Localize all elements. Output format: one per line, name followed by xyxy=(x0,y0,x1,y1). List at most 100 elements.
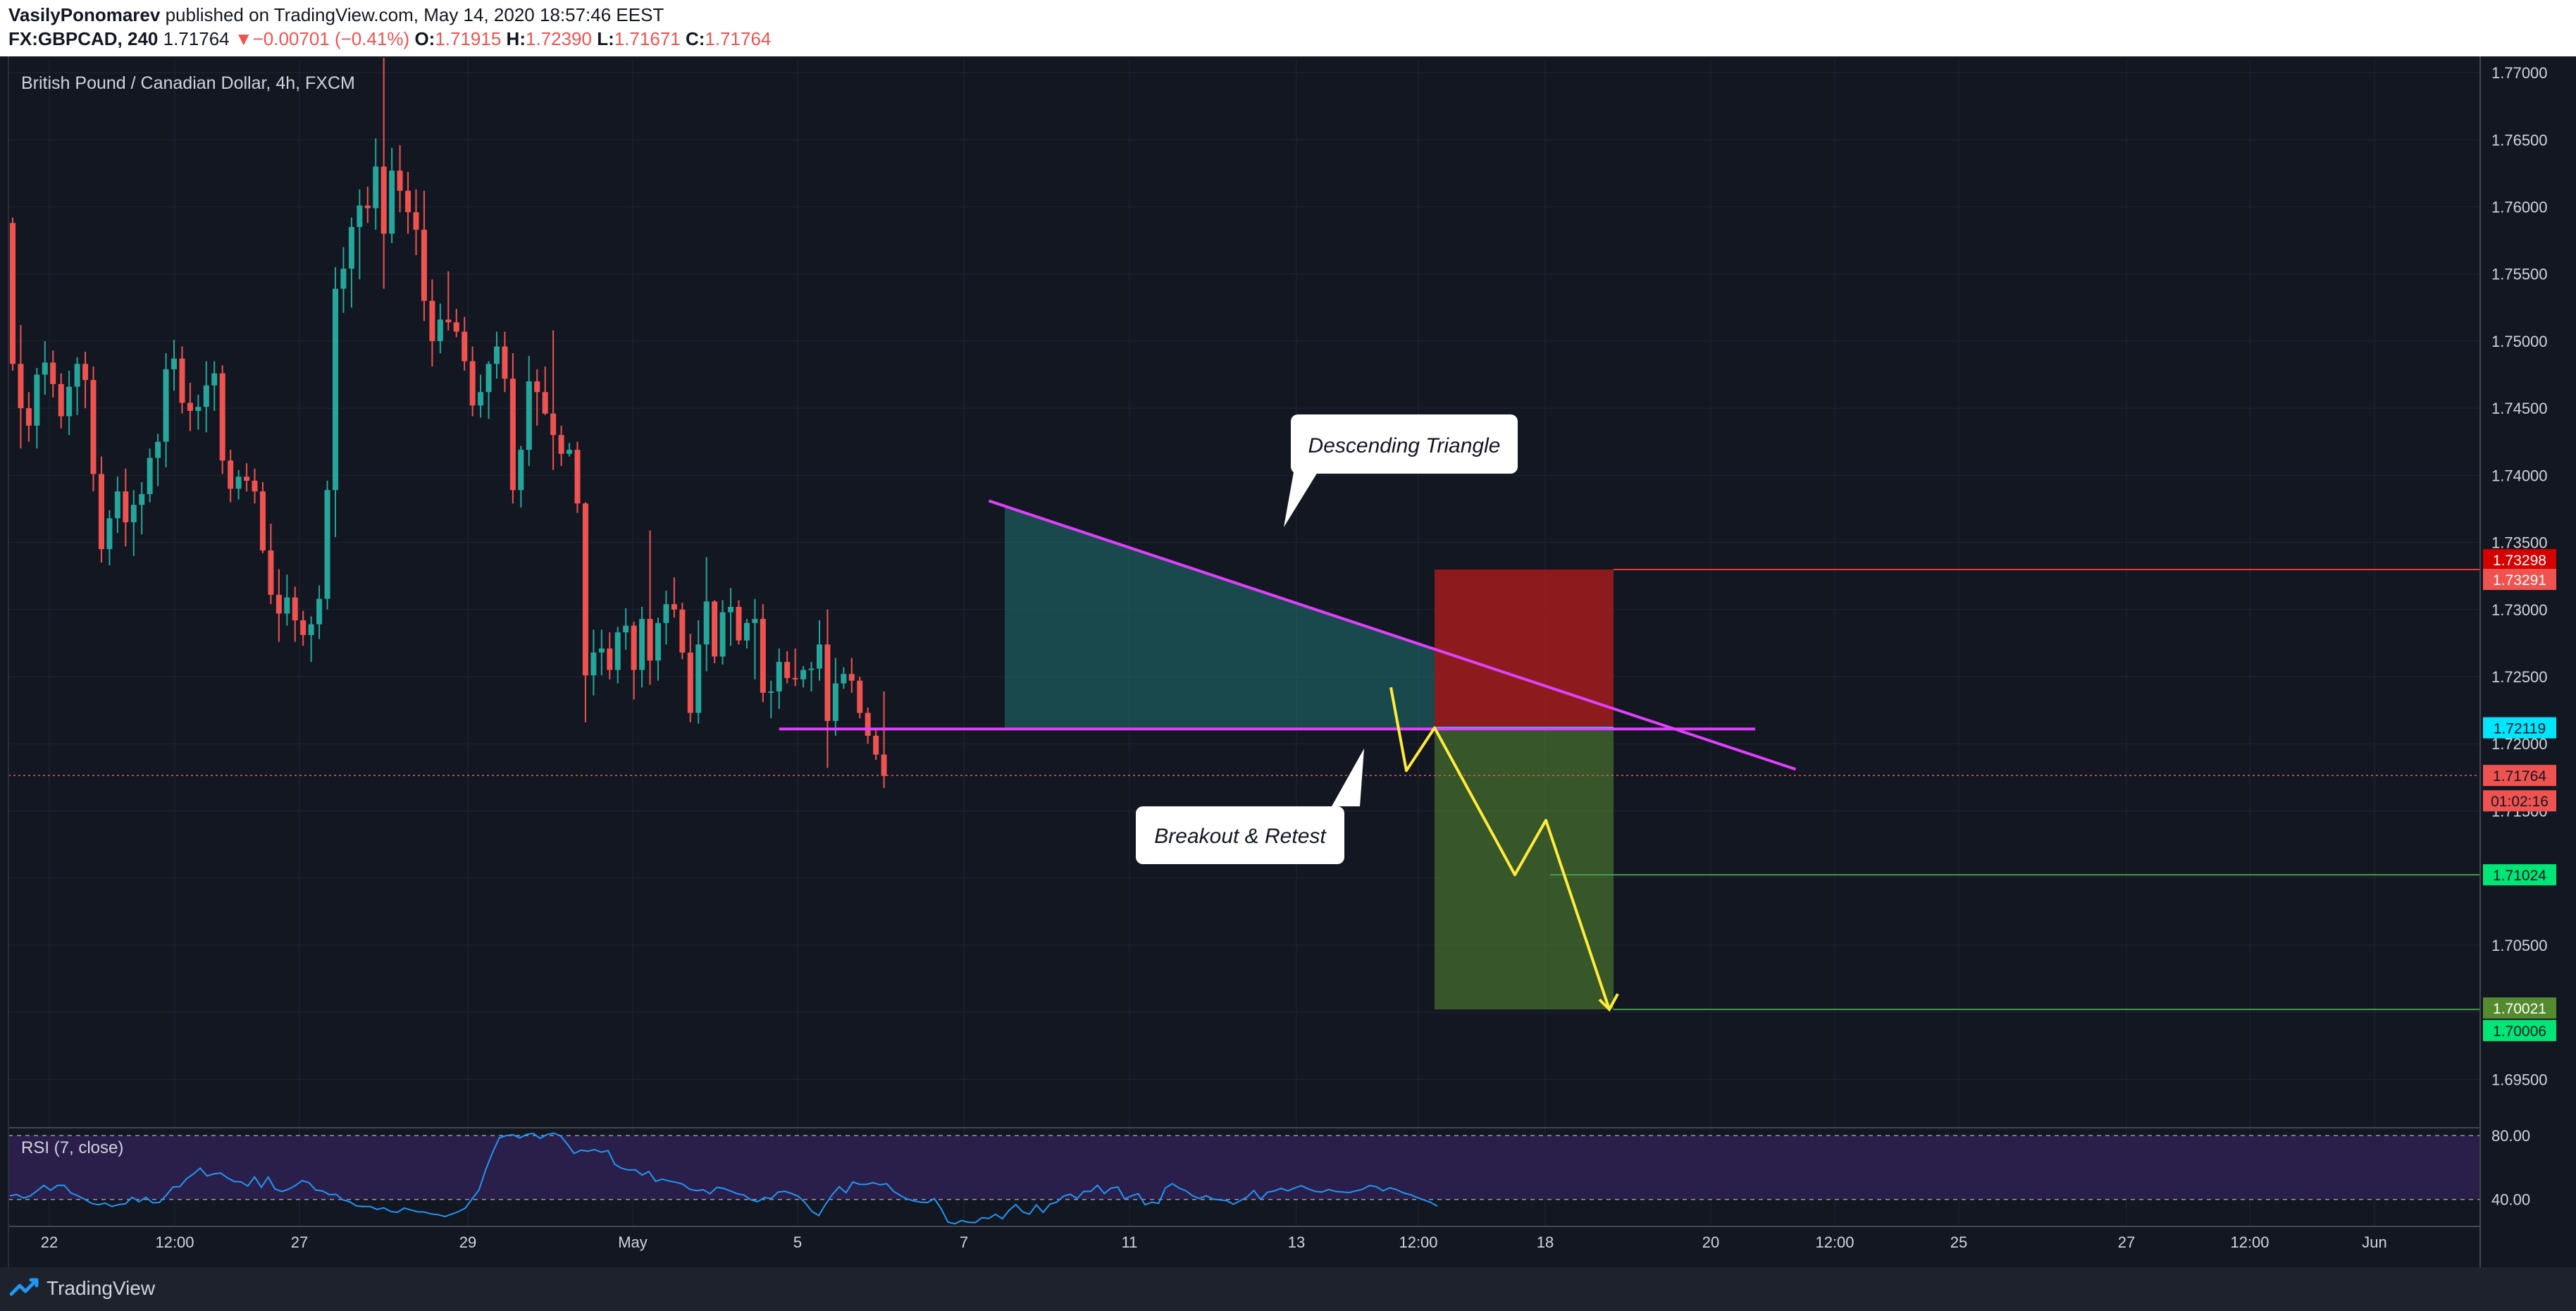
candle-body[interactable] xyxy=(768,691,774,693)
candle-body[interactable] xyxy=(502,346,508,379)
candle-body[interactable] xyxy=(405,190,411,213)
candle-body[interactable] xyxy=(364,205,371,209)
price-chart[interactable]: Descending Triangle Breakout & Retest 80.… xyxy=(0,56,2576,1267)
candle-body[interactable] xyxy=(10,223,16,364)
candle-body[interactable] xyxy=(752,619,758,623)
candle-body[interactable] xyxy=(881,754,887,776)
candle-body[interactable] xyxy=(123,491,129,523)
candle-body[interactable] xyxy=(50,362,56,384)
candle-body[interactable] xyxy=(663,604,669,623)
candle-body[interactable] xyxy=(478,392,484,406)
candle-body[interactable] xyxy=(695,644,702,713)
candle-body[interactable] xyxy=(865,713,871,736)
candle-body[interactable] xyxy=(171,358,177,369)
triangle-upper-trendline[interactable] xyxy=(988,499,1797,771)
candle-body[interactable] xyxy=(357,205,363,228)
projection-path[interactable] xyxy=(1389,687,1611,1010)
candle-body[interactable] xyxy=(195,407,202,411)
candle-body[interactable] xyxy=(655,622,661,661)
candle-body[interactable] xyxy=(155,441,161,458)
candle-body[interactable] xyxy=(736,606,742,641)
candle-body[interactable] xyxy=(671,604,677,610)
candle-body[interactable] xyxy=(114,491,120,519)
tp2-price-tag-2[interactable]: 1.70006 xyxy=(2483,1020,2556,1042)
candle-body[interactable] xyxy=(211,373,218,386)
candle-body[interactable] xyxy=(582,503,588,676)
rsi-pane[interactable]: 80.00 40.00 xyxy=(8,1127,2530,1225)
callout-breakout-retest[interactable]: Breakout & Retest xyxy=(1136,749,1364,864)
candle-body[interactable] xyxy=(719,612,726,657)
bar-countdown-tag[interactable]: 01:02:16 xyxy=(2483,790,2556,812)
candle-body[interactable] xyxy=(784,662,791,678)
candle-body[interactable] xyxy=(300,620,306,635)
candle-body[interactable] xyxy=(631,625,637,670)
stop-loss-price-tag[interactable]: 1.73298 xyxy=(2483,549,2556,571)
candle-body[interactable] xyxy=(244,476,250,481)
candle-body[interactable] xyxy=(558,435,564,454)
candle-body[interactable] xyxy=(340,269,347,289)
candle-body[interactable] xyxy=(832,683,838,721)
candle-body[interactable] xyxy=(275,594,282,614)
candle-body[interactable] xyxy=(639,619,645,670)
tp2-price-tag[interactable]: 1.70021 xyxy=(2483,997,2556,1019)
candle-body[interactable] xyxy=(824,644,831,721)
candle-body[interactable] xyxy=(324,490,330,599)
candle-body[interactable] xyxy=(485,364,492,393)
candle-body[interactable] xyxy=(623,625,629,633)
candle-body[interactable] xyxy=(34,374,40,426)
candle-body[interactable] xyxy=(445,319,452,323)
candle-body[interactable] xyxy=(873,735,879,755)
candle-body[interactable] xyxy=(817,644,822,669)
candle-body[interactable] xyxy=(574,450,581,504)
candle-body[interactable] xyxy=(58,383,64,417)
candle-body[interactable] xyxy=(518,450,524,491)
candle-body[interactable] xyxy=(259,491,266,551)
entry-price-tag[interactable]: 1.72119 xyxy=(2483,717,2556,739)
candle-body[interactable] xyxy=(534,381,540,393)
candle-body[interactable] xyxy=(728,606,734,613)
candle-body[interactable] xyxy=(679,609,686,653)
rsi-line[interactable] xyxy=(9,1132,1438,1225)
candle-body[interactable] xyxy=(841,674,847,684)
candle-body[interactable] xyxy=(462,331,468,362)
candle-body[interactable] xyxy=(252,480,258,492)
candle-body[interactable] xyxy=(18,364,24,409)
candle-body[interactable] xyxy=(42,362,48,375)
candle-body[interactable] xyxy=(469,361,476,406)
candle-body[interactable] xyxy=(509,378,516,491)
candle-body[interactable] xyxy=(333,288,338,491)
candle-body[interactable] xyxy=(566,450,573,454)
candle-body[interactable] xyxy=(857,680,863,713)
candle-body[interactable] xyxy=(703,601,710,645)
candle-body[interactable] xyxy=(776,662,782,691)
candle-body[interactable] xyxy=(106,518,113,550)
candle-body[interactable] xyxy=(413,212,419,230)
candle-body[interactable] xyxy=(429,300,435,341)
candle-body[interactable] xyxy=(687,652,693,713)
candle-body[interactable] xyxy=(82,364,89,381)
footer-brand[interactable]: TradingView xyxy=(47,1277,156,1299)
candle-body[interactable] xyxy=(268,550,274,595)
callout-descending-triangle[interactable]: Descending Triangle xyxy=(1284,414,1518,527)
candle-body[interactable] xyxy=(760,619,766,693)
candle-body[interactable] xyxy=(147,457,153,495)
drawings[interactable]: Descending Triangle Breakout & Retest xyxy=(779,414,1797,1012)
candle-body[interactable] xyxy=(74,364,80,387)
candle-body[interactable] xyxy=(550,413,557,436)
author-name[interactable]: VasilyPonomarev xyxy=(8,4,161,25)
candle-body[interactable] xyxy=(284,597,290,614)
current-price-tag[interactable]: 1.71764 xyxy=(2483,765,2556,787)
candle-body[interactable] xyxy=(848,674,855,681)
candle-body[interactable] xyxy=(590,652,597,676)
candle-body[interactable] xyxy=(163,369,169,442)
candle-body[interactable] xyxy=(542,392,548,414)
candle-body[interactable] xyxy=(808,668,815,670)
candle-body[interactable] xyxy=(25,408,32,426)
candle-body[interactable] xyxy=(316,598,323,624)
candle-body[interactable] xyxy=(179,358,185,403)
candle-body[interactable] xyxy=(90,380,97,474)
stop-loss-price-tag-2[interactable]: 1.73291 xyxy=(2483,569,2556,591)
candle-body[interactable] xyxy=(397,171,403,191)
candle-body[interactable] xyxy=(187,402,193,411)
candle-body[interactable] xyxy=(494,346,500,364)
